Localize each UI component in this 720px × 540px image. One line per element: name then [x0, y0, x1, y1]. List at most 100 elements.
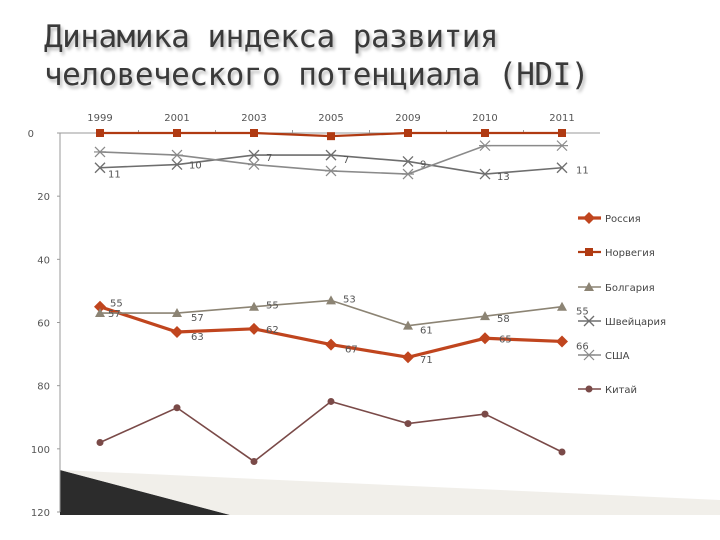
- marker-stroke: [583, 315, 595, 327]
- marker-stroke: [402, 155, 414, 167]
- x-tick-label: 2011: [549, 113, 574, 124]
- legend-item: Норвегия: [578, 248, 655, 259]
- data-label: 66: [576, 341, 589, 352]
- data-point: [481, 410, 489, 418]
- data-point: [249, 301, 259, 311]
- legend-item: США: [578, 349, 630, 362]
- data-point: [327, 397, 335, 405]
- legend-label: Норвегия: [605, 248, 655, 259]
- series-5: [94, 140, 568, 180]
- chart-title-line-2: человеческого потенциала (HDI): [44, 57, 589, 93]
- data-label: 55: [576, 307, 589, 318]
- data-point: [556, 162, 568, 174]
- chart-title-line-1: Динамика индекса развития: [44, 19, 499, 55]
- legend-label: Швейцария: [605, 317, 666, 328]
- marker-stroke: [171, 159, 183, 171]
- marker-stroke: [325, 149, 337, 161]
- data-point: [402, 155, 414, 167]
- y-tick-label: 40: [37, 255, 50, 266]
- series-4: 11 10 7 7 9 13 11: [94, 149, 589, 183]
- chart-title: Динамика индекса развития человеческого …: [44, 18, 684, 94]
- data-point: [480, 311, 490, 321]
- data-point: [94, 162, 106, 174]
- data-point: [171, 149, 183, 161]
- legend-item: Швейцария: [578, 315, 666, 328]
- decorative-triangle: [60, 470, 720, 515]
- data-point: [94, 146, 106, 158]
- data-label: 11: [576, 166, 589, 177]
- data-point: [556, 140, 568, 152]
- legend-marker: [585, 385, 593, 393]
- x-tick-label: 2001: [164, 113, 189, 124]
- data-label: 57: [191, 313, 204, 324]
- legend-marker: [583, 315, 595, 327]
- data-label: 13: [497, 172, 510, 183]
- x-tick-label: 2009: [395, 113, 420, 124]
- data-point: [479, 140, 491, 152]
- series-line: [99, 400, 563, 463]
- legend-marker: [583, 212, 595, 224]
- y-tick-label: 80: [37, 382, 50, 393]
- legend-item: Болгария: [578, 282, 655, 294]
- data-label: 57: [108, 309, 121, 320]
- data-point: [248, 149, 260, 161]
- data-label: 53: [343, 294, 356, 305]
- marker-stroke: [94, 162, 106, 174]
- legend-item: Китай: [578, 385, 637, 396]
- marker-stroke: [556, 162, 568, 174]
- data-label: 62: [266, 325, 279, 336]
- data-label: 55: [110, 299, 123, 310]
- legend-item: Россия: [578, 212, 641, 225]
- data-point: [95, 308, 105, 318]
- data-label: 55: [266, 301, 279, 312]
- x-tick-label: 2003: [241, 113, 266, 124]
- y-tick-label: 0: [28, 129, 34, 140]
- legend-label: Болгария: [605, 283, 655, 294]
- data-label: 61: [420, 326, 433, 337]
- data-point: [248, 159, 260, 171]
- x-tick-label: 2005: [318, 113, 343, 124]
- data-point: [173, 404, 181, 412]
- series-2: [96, 129, 566, 141]
- data-point: [172, 308, 182, 318]
- series-6: [96, 397, 566, 465]
- data-point: [325, 165, 337, 177]
- data-label: 7: [266, 153, 272, 164]
- y-tick-label: 20: [37, 192, 50, 203]
- data-point: [402, 168, 414, 180]
- legend-label: Китай: [605, 385, 637, 396]
- data-label: 67: [345, 345, 358, 356]
- x-tick-label: 1999: [87, 113, 112, 124]
- data-point: [171, 325, 183, 338]
- data-point: [325, 338, 337, 351]
- data-point: [325, 149, 337, 161]
- data-point: [558, 129, 566, 137]
- series-1: 55 63 62 67 71 65 66: [94, 299, 589, 366]
- data-point: [250, 129, 258, 137]
- data-point: [404, 420, 412, 428]
- data-label: 11: [108, 170, 121, 181]
- legend-marker: [584, 282, 594, 291]
- data-point: [558, 448, 566, 456]
- data-label: 63: [191, 332, 204, 343]
- data-point: [96, 129, 104, 137]
- data-point: [327, 132, 335, 141]
- data-point: [479, 168, 491, 180]
- x-tick-label: 2010: [472, 113, 497, 124]
- data-label: 9: [420, 159, 426, 170]
- data-point: [171, 159, 183, 171]
- data-point: [481, 129, 489, 137]
- data-point: [404, 129, 412, 137]
- data-point: [173, 129, 181, 137]
- legend-marker: [585, 248, 593, 256]
- chart-axes: 1999 2001 2003 2005 2009 2010 2011 0 20 40 60 80 100…: [28, 113, 600, 519]
- y-tick-label: 60: [37, 319, 50, 330]
- chart-legend: Россия Норвегия Болгария Швейцария США Китай: [578, 212, 666, 396]
- data-label: 65: [499, 334, 512, 345]
- series-line: [99, 144, 562, 175]
- marker-stroke: [248, 149, 260, 161]
- data-point: [479, 332, 491, 345]
- y-tick-label: 100: [31, 445, 50, 456]
